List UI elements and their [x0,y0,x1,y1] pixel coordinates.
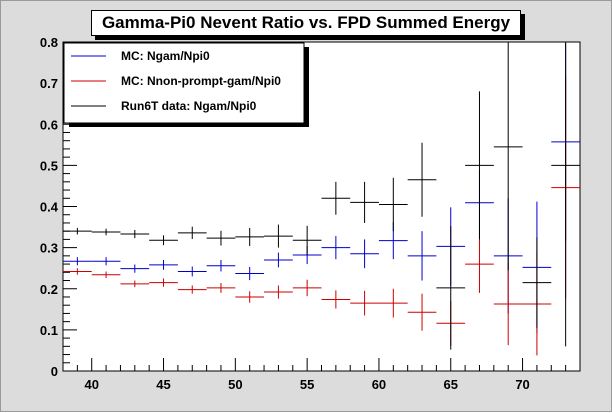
data-point [407,142,437,217]
data-point [91,228,121,236]
data-point [206,282,236,293]
data-point [63,268,92,275]
y-tick-label: 0.8 [40,35,58,50]
y-tick-label: 0.5 [40,158,58,173]
data-point [264,252,293,268]
x-tick-label: 55 [300,377,314,392]
data-point [91,257,121,266]
data-point [292,279,322,297]
y-tick-label: 0.3 [40,241,58,256]
legend-label: MC: Nnon-prompt-gam/Npi0 [121,74,281,88]
x-tick-label: 50 [228,377,242,392]
data-point [321,236,351,260]
x-tick-label: 45 [156,377,170,392]
y-tick-label: 0.2 [40,282,58,297]
data-point [206,230,236,246]
data-point [465,235,494,293]
data-point [120,280,150,288]
axes-layer: 0 0.1 0.2 0.3 0.4 0.5 0.6 0.7 0.8 40 45 50 55 60 65 70 [40,35,581,392]
y-tick-label: 0.1 [40,323,58,338]
data-point [407,293,437,331]
data-point [350,239,379,269]
series-3 [63,42,580,350]
data-point [350,181,379,223]
data-point [407,231,437,281]
data-point [177,226,207,239]
data-point [177,266,207,277]
data-point [149,259,178,270]
data-point [551,42,580,347]
data-point [235,266,265,281]
data-point [378,288,408,318]
data-point [264,224,293,248]
data-point [235,291,265,303]
y-tick-label: 0 [51,364,58,379]
data-point [465,91,494,240]
x-tick-label: 65 [444,377,458,392]
y-tick-label: 0.4 [40,200,59,215]
data-point [63,257,92,266]
legend: MC: Ngam/Npi0 MC: Nnon-prompt-gam/Npi0 Run… [63,42,309,127]
x-tick-label: 60 [372,377,386,392]
data-point [436,226,466,350]
x-tick-label: 70 [515,377,529,392]
data-point [292,225,322,255]
data-point [120,229,150,239]
data-point [350,290,379,316]
data-point [378,177,408,232]
data-point [235,227,265,246]
legend-label: MC: Ngam/Npi0 [121,49,210,63]
y-tick-label: 0.7 [40,76,58,91]
chart-title: Gamma-Pi0 Nevent Ratio vs. FPD Summed En… [91,10,521,36]
legend-label: Run6T data: Ngam/Npi0 [121,99,257,113]
y-tick-label: 0.6 [40,117,58,132]
data-point [493,262,523,346]
data-point [206,259,236,272]
data-point [120,264,150,273]
data-point [321,290,351,309]
data-point [522,237,552,328]
data-point [91,271,121,279]
x-tick-label: 40 [84,377,98,392]
data-point [321,181,351,215]
data-point [177,285,207,294]
data-point [149,235,178,246]
data-layer [63,42,580,356]
data-point [493,42,523,271]
chart-title-box: Gamma-Pi0 Nevent Ratio vs. FPD Summed En… [91,10,525,40]
data-point [63,227,92,235]
data-point [149,278,178,287]
data-point [264,285,293,299]
